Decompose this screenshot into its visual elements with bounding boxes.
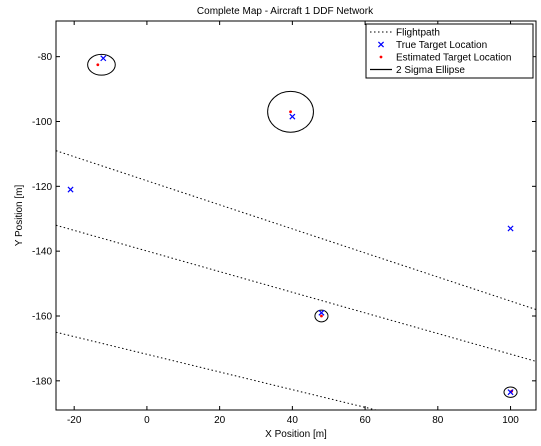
x-tick-label: -20: [67, 415, 82, 426]
legend-label: 2 Sigma Ellipse: [396, 65, 465, 76]
true-target-stroke: [318, 309, 325, 316]
x-tick-label: 0: [144, 415, 150, 426]
sigma-ellipse: [87, 53, 116, 76]
legend-true-target-swatch: [377, 41, 385, 48]
flightpath-line: [56, 331, 377, 410]
flightpath-line: [56, 150, 536, 310]
true-target-point: [318, 309, 325, 316]
x-tick-label: 60: [360, 415, 372, 426]
x-tick-label: 40: [287, 415, 299, 426]
legend-estimated-target-swatch: [379, 55, 383, 59]
legend-item: 2 Sigma Ellipse: [370, 65, 465, 76]
plot-area: [56, 53, 536, 410]
x-axis-label: X Position [m]: [265, 429, 327, 440]
chart-title: Complete Map - Aircraft 1 DDF Network: [197, 6, 374, 17]
true-target-point: [507, 225, 514, 232]
plot-frame: [55, 20, 537, 411]
true-target-stroke: [507, 225, 514, 232]
true-target-point: [289, 113, 296, 120]
true-target-point: [100, 55, 107, 62]
true-target-stroke: [289, 113, 296, 120]
estimated-target-point: [289, 110, 292, 114]
legend-item: True Target Location: [377, 40, 487, 51]
legend-label: True Target Location: [396, 40, 487, 51]
legend-label: Estimated Target Location: [396, 53, 511, 64]
y-tick-label: -180: [32, 376, 52, 387]
estimated-target-point: [96, 63, 100, 67]
legend-item: Estimated Target Location: [379, 53, 511, 64]
y-tick-label: -140: [32, 247, 52, 258]
true-target-point: [507, 389, 514, 396]
legend-item: Flightpath: [370, 28, 440, 39]
estimated-target-point: [320, 314, 323, 318]
axes: -20 0 20 40 60 80 100 -80 -100 -120 -140 -160 -180: [32, 21, 536, 426]
sigma-ellipse: [503, 386, 518, 398]
y-tick-label: -160: [32, 311, 52, 322]
true-target-stroke: [67, 186, 74, 193]
y-tick-label: -80: [38, 52, 53, 63]
true-target-stroke: [100, 55, 107, 62]
flightpath-line: [56, 224, 536, 362]
y-tick-label: -120: [32, 182, 52, 193]
true-target-stroke: [507, 389, 514, 396]
legend-box: [365, 23, 534, 79]
x-tick-label: 80: [432, 415, 444, 426]
plot-content: [56, 53, 536, 410]
y-tick-label: -100: [32, 117, 52, 128]
legend-label: Flightpath: [396, 28, 440, 39]
sigma-ellipse: [267, 90, 314, 133]
x-tick-label: 20: [214, 415, 226, 426]
sigma-ellipse: [314, 309, 329, 323]
x-tick-label: 100: [502, 415, 519, 426]
true-target-point: [67, 186, 74, 193]
y-axis-label: Y Position [m]: [14, 185, 25, 247]
